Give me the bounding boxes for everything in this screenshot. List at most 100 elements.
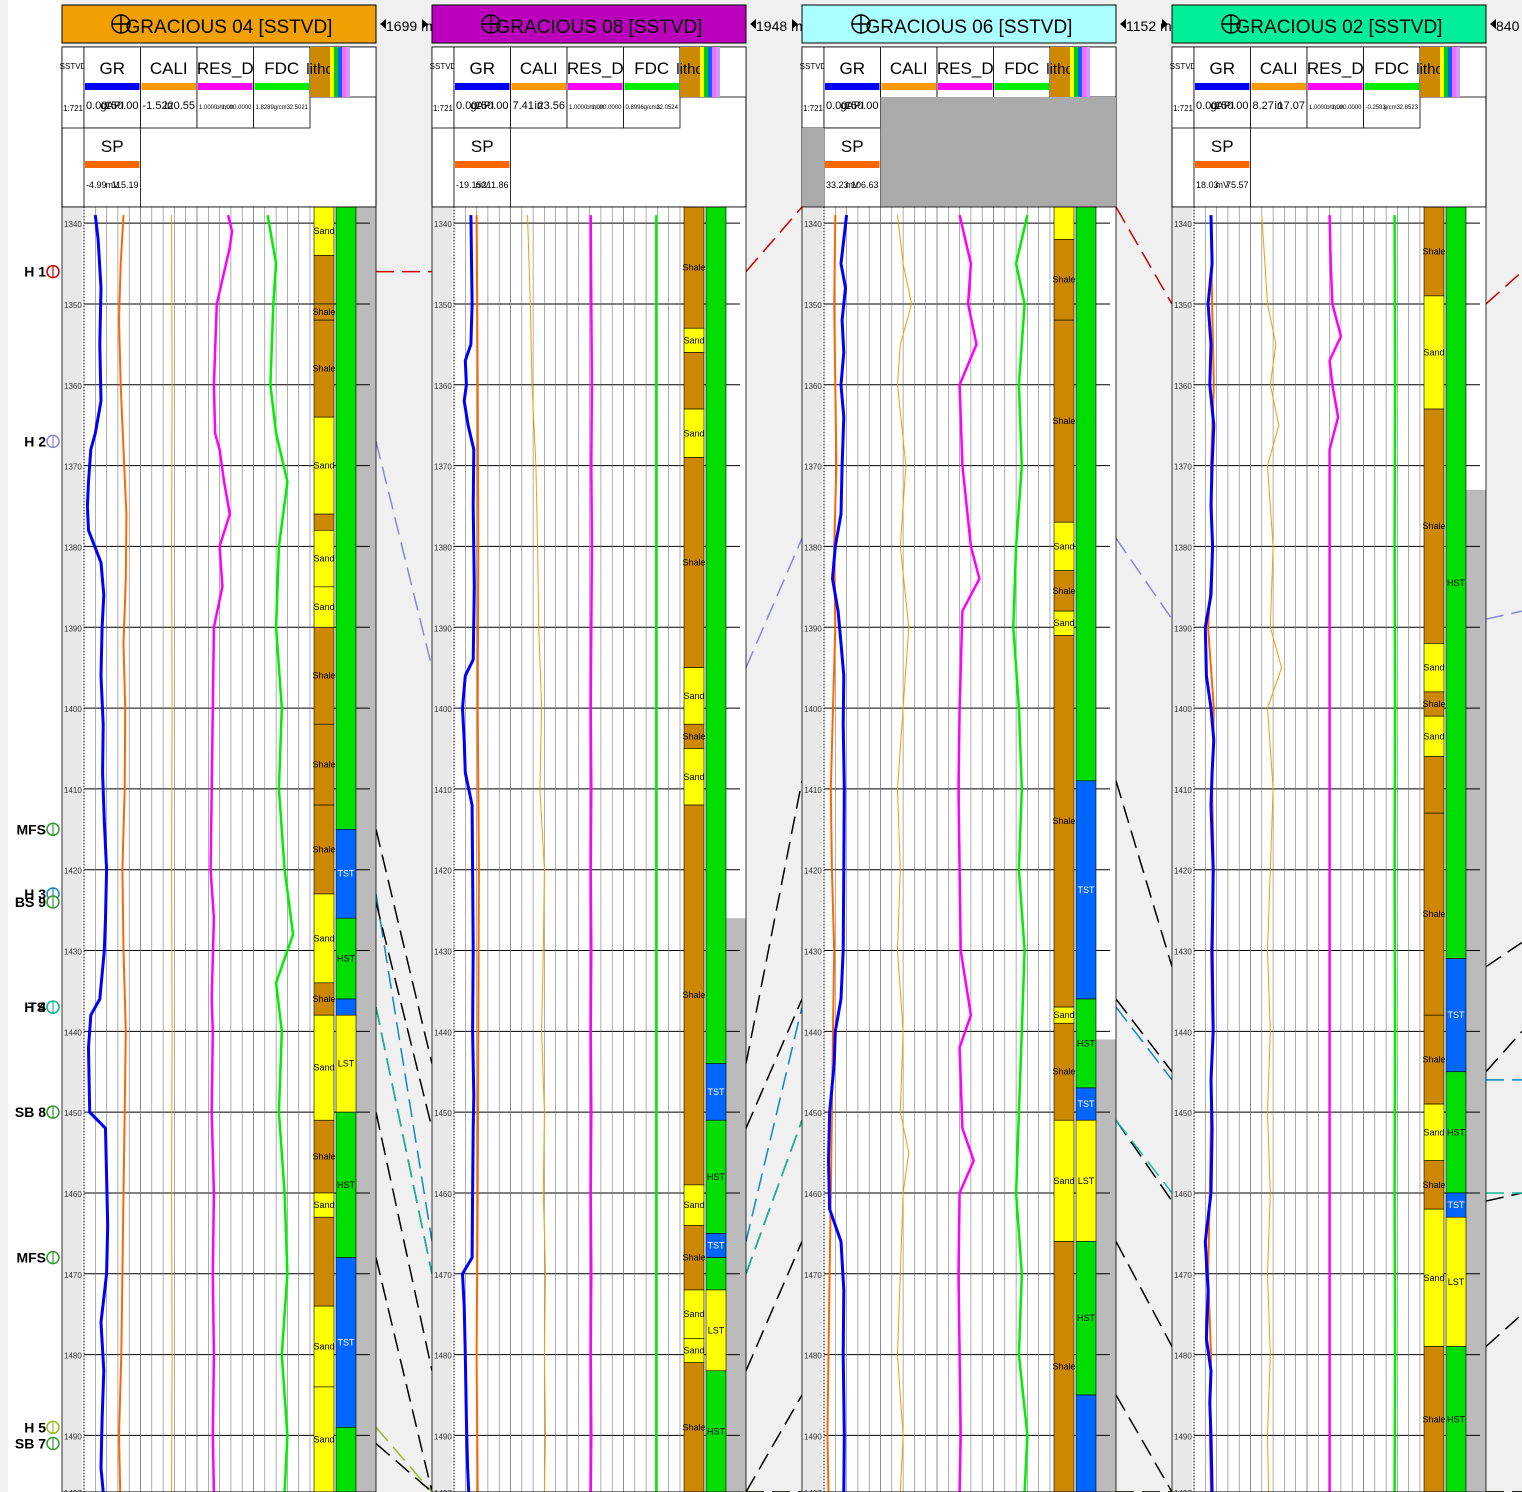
track-color-bar (938, 83, 993, 90)
sequence-label: TST (708, 1087, 726, 1097)
horizon-label: SB 8 (15, 1104, 46, 1120)
track-name: GR (840, 59, 866, 78)
litho-label-text: Sand (683, 1200, 704, 1210)
horizon-connector (745, 1006, 803, 1242)
gr-curve (85, 214, 110, 1492)
depth-tick-label: 1400 (1174, 705, 1192, 714)
depth-tick-label: 1360 (804, 382, 822, 391)
horizon-connector (375, 829, 433, 1064)
sequence-segment (1075, 1394, 1097, 1492)
litho-label-text: Shale (1422, 1180, 1445, 1190)
track-min: 7.41 (513, 100, 534, 112)
litho-label-text: Shale (312, 364, 335, 374)
depth-tick-label: 1380 (434, 543, 452, 552)
facies-swatch (1440, 47, 1444, 97)
depth-tick-label: 1460 (64, 1190, 82, 1199)
litho-label: litho (1046, 61, 1074, 78)
litho-label-text: Sand (313, 1434, 334, 1444)
facies-swatch (1452, 47, 1456, 97)
well-title: GRACIOUS 04 [SSTVD] (126, 17, 333, 38)
litho-label-text: Sand (1053, 1010, 1074, 1020)
track-name: SP (1211, 137, 1234, 156)
well-title: GRACIOUS 08 [SSTVD] (496, 17, 703, 38)
horizon-connector (375, 1006, 433, 1274)
track-min: 0.00 (456, 100, 477, 112)
distance-label: 1948 m (756, 18, 803, 34)
track-color-bar (825, 161, 880, 168)
sstvd-header (61, 46, 85, 129)
track-max: 17.07 (1277, 100, 1305, 112)
well-3[interactable]: GRACIOUS 02 [SSTVD] 840 SSTVD 1:721 GR 0.00gA… (1170, 4, 1520, 1492)
gray-fill (724, 918, 746, 1492)
track-name: RES_D (567, 59, 624, 78)
litho-header-swatch (1420, 47, 1440, 97)
depth-tick-label: 1400 (804, 705, 822, 714)
horizon-connector (375, 1257, 433, 1492)
track-max: 75.57 (1226, 180, 1249, 190)
depth-tick-label: 1420 (804, 867, 822, 876)
facies-swatch (1444, 47, 1448, 97)
litho-label-text: Shale (1052, 416, 1075, 426)
track-color-bar (1251, 83, 1306, 90)
track-color-bar (624, 83, 679, 90)
track-name: GR (1210, 59, 1236, 78)
log-body-frame (801, 206, 1117, 1492)
litho-label-text: Sand (683, 1346, 704, 1356)
litho-label: litho (1416, 61, 1444, 78)
well-title-bar[interactable] (61, 4, 377, 44)
distance-arrow-right-icon (1162, 19, 1168, 29)
litho-label-text: Shale (682, 990, 705, 1000)
litho-label-text: Shale (1422, 521, 1445, 531)
litho-label: litho (306, 61, 334, 78)
cali-curve (896, 215, 913, 1492)
track-unit: g/cm3 (274, 105, 291, 111)
depth-tick-label: 1497 (434, 1489, 452, 1492)
depth-tick-label: 1440 (1174, 1028, 1192, 1037)
depth-tick-label: 1497 (804, 1489, 822, 1492)
horizon-connector (375, 901, 433, 1129)
track-min: -19.15 (456, 180, 482, 190)
depth-tick-label: 1400 (64, 705, 82, 714)
distance-label: 1152 m (1126, 18, 1172, 34)
depth-tick-label: 1497 (64, 1489, 82, 1492)
litho-label-text: Shale (1052, 586, 1075, 596)
depth-tick-label: 1340 (1174, 220, 1192, 229)
litho-label-text: Shale (312, 307, 335, 317)
litho-label-text: Sand (1423, 347, 1444, 357)
horizon-connector (745, 1394, 803, 1492)
depth-column (1172, 207, 1192, 1492)
well-1[interactable]: GRACIOUS 08 [SSTVD] 1948 m SSTVD 1:721 GR 0.0… (430, 4, 803, 1492)
depth-tick-label: 1380 (1174, 543, 1192, 552)
track-unit: gAPI (100, 100, 124, 112)
litho-label-text: Shale (682, 263, 705, 273)
track-color-bar (85, 161, 140, 168)
litho-label-text: Shale (1422, 699, 1445, 709)
depth-tick-label: 1450 (434, 1109, 452, 1118)
horizon-connector (375, 1442, 433, 1492)
depth-tick-label: 1410 (1174, 786, 1192, 795)
horizon-connector (1485, 271, 1522, 305)
horizon-label: MFS (16, 1250, 46, 1266)
well-2[interactable]: GRACIOUS 06 [SSTVD] 1152 m SSTVD 1:721 GR 0.0… (800, 4, 1172, 1492)
depth-tick-label: 1410 (804, 786, 822, 795)
litho-label-text: Sand (313, 933, 334, 943)
well-0[interactable]: GRACIOUS 04 [SSTVD] 1699 m SSTVD 1:721 GR 0.0… (60, 4, 433, 1492)
track-max: 150.00 (105, 100, 139, 112)
track-color-bar (881, 83, 936, 90)
log-body-frame (61, 206, 377, 1492)
sequence-segment (705, 1257, 727, 1291)
depth-tick-label: 1480 (434, 1352, 452, 1361)
track-name: FDC (1374, 59, 1409, 78)
track-unit: g/cm3 (644, 105, 661, 111)
depth-tick-label: 1410 (64, 786, 82, 795)
litho-label-text: Shale (1052, 816, 1075, 826)
horizon-connector (1115, 206, 1173, 305)
litho-label-text: Sand (683, 691, 704, 701)
track-name: CALI (1260, 59, 1298, 78)
track-min: 1.0000 (199, 105, 218, 111)
res-d-curve (1328, 215, 1343, 1492)
litho-label-text: Sand (1423, 731, 1444, 741)
res-d-curve (209, 214, 234, 1492)
horizon-connector (1485, 1030, 1522, 1073)
